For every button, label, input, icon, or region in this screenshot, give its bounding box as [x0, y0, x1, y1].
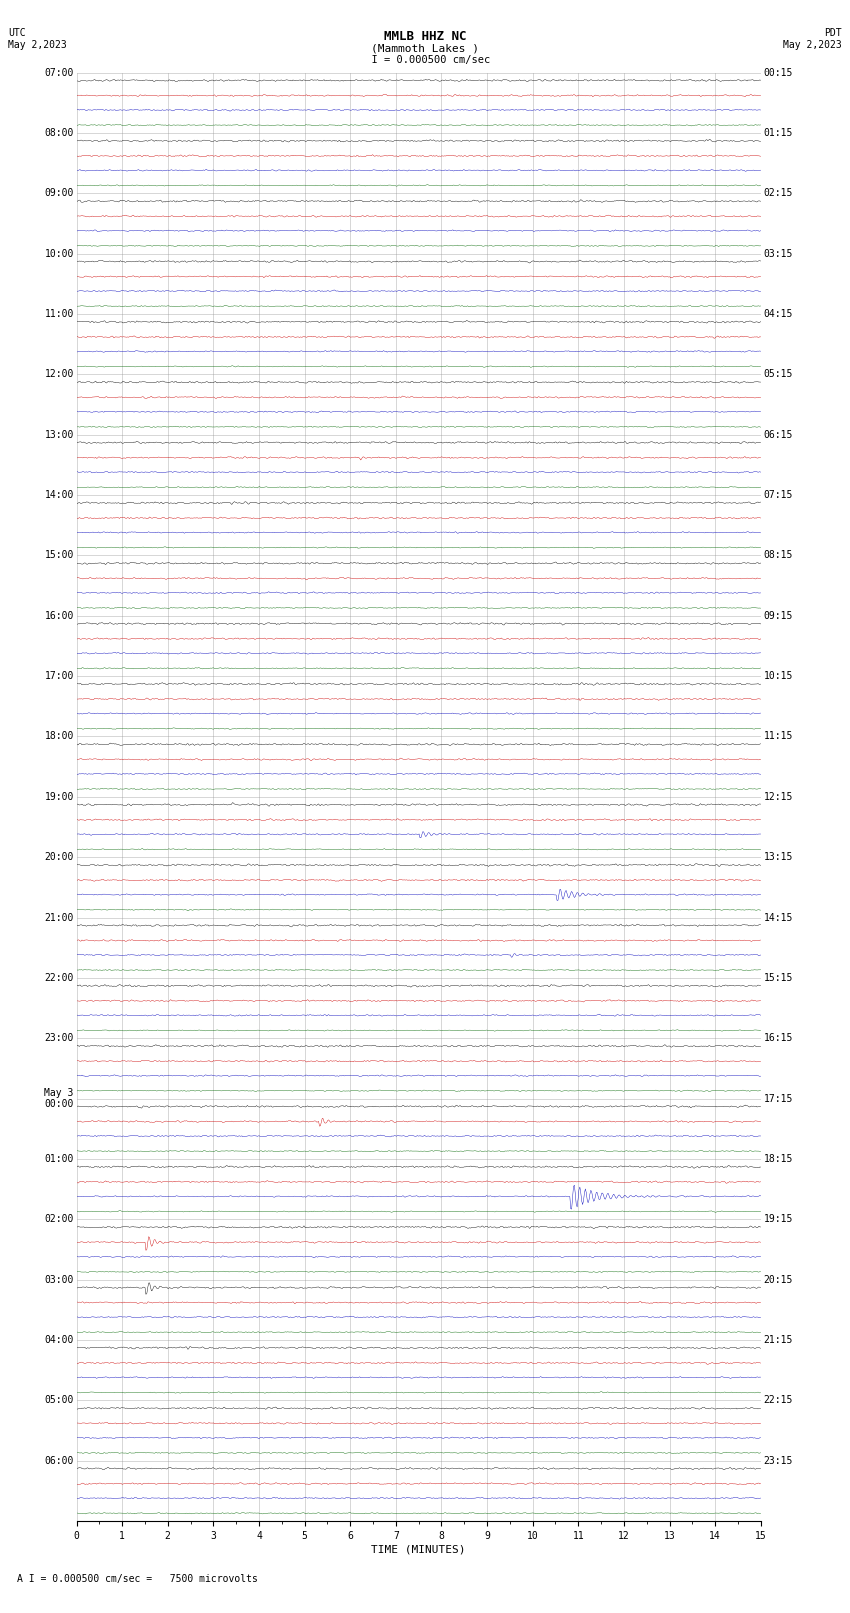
- Text: 17:15: 17:15: [763, 1094, 793, 1103]
- Text: 10:00: 10:00: [44, 248, 74, 258]
- Text: 19:00: 19:00: [44, 792, 74, 802]
- Text: UTC: UTC: [8, 27, 26, 37]
- Text: 06:00: 06:00: [44, 1455, 74, 1466]
- Text: 04:15: 04:15: [763, 310, 793, 319]
- Text: 01:00: 01:00: [44, 1153, 74, 1165]
- Text: 18:15: 18:15: [763, 1153, 793, 1165]
- Text: MMLB HHZ NC: MMLB HHZ NC: [383, 29, 467, 44]
- Text: 20:15: 20:15: [763, 1274, 793, 1284]
- Text: 23:15: 23:15: [763, 1455, 793, 1466]
- Text: I = 0.000500 cm/sec: I = 0.000500 cm/sec: [360, 55, 490, 65]
- Text: 22:00: 22:00: [44, 973, 74, 982]
- Text: 09:15: 09:15: [763, 611, 793, 621]
- Text: May 2,2023: May 2,2023: [783, 40, 842, 50]
- Text: 07:00: 07:00: [44, 68, 74, 77]
- Text: 08:15: 08:15: [763, 550, 793, 560]
- Text: 13:15: 13:15: [763, 852, 793, 863]
- Text: 12:00: 12:00: [44, 369, 74, 379]
- Text: 11:15: 11:15: [763, 731, 793, 742]
- Text: 15:15: 15:15: [763, 973, 793, 982]
- Text: 02:15: 02:15: [763, 189, 793, 198]
- Text: 21:15: 21:15: [763, 1336, 793, 1345]
- Text: 08:00: 08:00: [44, 127, 74, 139]
- Text: 05:15: 05:15: [763, 369, 793, 379]
- Text: 00:15: 00:15: [763, 68, 793, 77]
- Text: 20:00: 20:00: [44, 852, 74, 863]
- Text: PDT: PDT: [824, 27, 842, 37]
- Text: 03:15: 03:15: [763, 248, 793, 258]
- X-axis label: TIME (MINUTES): TIME (MINUTES): [371, 1545, 466, 1555]
- Text: 01:15: 01:15: [763, 127, 793, 139]
- Text: 03:00: 03:00: [44, 1274, 74, 1284]
- Text: 21:00: 21:00: [44, 913, 74, 923]
- Text: 12:15: 12:15: [763, 792, 793, 802]
- Text: 09:00: 09:00: [44, 189, 74, 198]
- Text: 13:00: 13:00: [44, 429, 74, 440]
- Text: 15:00: 15:00: [44, 550, 74, 560]
- Text: 18:00: 18:00: [44, 731, 74, 742]
- Text: A I = 0.000500 cm/sec =   7500 microvolts: A I = 0.000500 cm/sec = 7500 microvolts: [17, 1574, 258, 1584]
- Text: 14:00: 14:00: [44, 490, 74, 500]
- Text: 14:15: 14:15: [763, 913, 793, 923]
- Text: 06:15: 06:15: [763, 429, 793, 440]
- Text: 16:15: 16:15: [763, 1034, 793, 1044]
- Text: 10:15: 10:15: [763, 671, 793, 681]
- Text: 23:00: 23:00: [44, 1034, 74, 1044]
- Text: May 2,2023: May 2,2023: [8, 40, 67, 50]
- Text: 11:00: 11:00: [44, 310, 74, 319]
- Text: 02:00: 02:00: [44, 1215, 74, 1224]
- Text: 16:00: 16:00: [44, 611, 74, 621]
- Text: 17:00: 17:00: [44, 671, 74, 681]
- Text: 19:15: 19:15: [763, 1215, 793, 1224]
- Text: 22:15: 22:15: [763, 1395, 793, 1405]
- Text: May 3
00:00: May 3 00:00: [44, 1089, 74, 1110]
- Text: 05:00: 05:00: [44, 1395, 74, 1405]
- Text: 07:15: 07:15: [763, 490, 793, 500]
- Text: (Mammoth Lakes ): (Mammoth Lakes ): [371, 44, 479, 53]
- Text: 04:00: 04:00: [44, 1336, 74, 1345]
